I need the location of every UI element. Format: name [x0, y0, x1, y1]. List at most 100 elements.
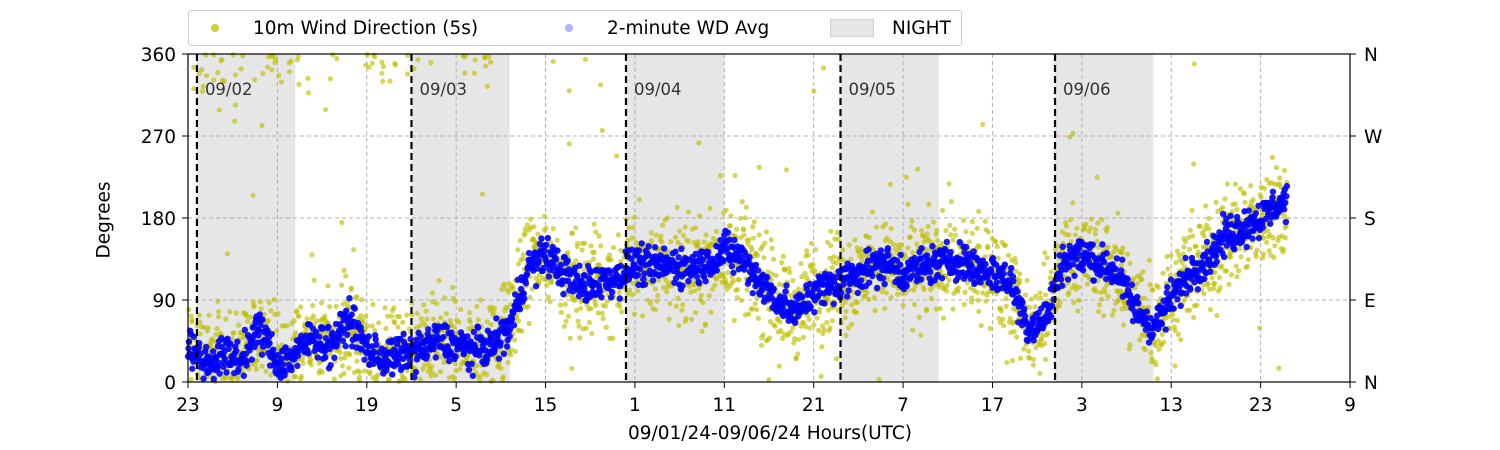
wind-5s-point: [1000, 316, 1006, 323]
wind-5s-point: [1174, 317, 1181, 324]
wind-5s-point: [285, 378, 291, 384]
wd-avg-point: [881, 280, 888, 288]
wind-5s-point: [786, 265, 792, 272]
wind-5s-point: [595, 310, 601, 316]
wind-5s-point: [1176, 252, 1182, 258]
wind-5s-point: [687, 284, 693, 290]
wind-5s-point: [467, 319, 473, 325]
wind-5s-point: [543, 225, 549, 231]
wd-avg-point: [607, 294, 615, 301]
wd-avg-point: [977, 279, 984, 286]
wind-5s-point: [598, 243, 604, 249]
wind-5s-point: [964, 280, 971, 286]
wind-5s-point: [1203, 203, 1209, 209]
wind-5s-point: [418, 316, 424, 322]
wind-5s-point: [755, 315, 761, 321]
wind-5s-point: [976, 308, 982, 314]
wind-5s-point: [946, 277, 952, 283]
wind-5s-point: [479, 191, 486, 197]
wind-5s-point: [507, 352, 514, 358]
x-tick-label: 9: [271, 395, 283, 416]
wind-5s-point: [189, 319, 195, 325]
wind-5s-point: [795, 336, 802, 343]
wind-5s-point: [548, 239, 554, 246]
wd-avg-point: [346, 294, 353, 302]
wind-5s-point: [252, 77, 258, 83]
wind-5s-point: [478, 297, 484, 303]
wd-avg-point: [1281, 206, 1288, 213]
wind-5s-point: [201, 324, 207, 331]
x-tick-label: 3: [1076, 395, 1088, 416]
wind-5s-point: [370, 301, 376, 308]
wd-avg-point: [1267, 220, 1274, 227]
wind-5s-point: [214, 326, 220, 332]
wd-avg-point: [791, 319, 799, 327]
wind-5s-point: [512, 348, 519, 354]
wind-5s-point: [814, 315, 820, 321]
wind-5s-point: [812, 246, 819, 253]
wd-avg-point: [1080, 260, 1087, 268]
wd-avg-point: [909, 272, 917, 279]
wind-5s-point: [342, 355, 348, 361]
y-right-tick-label: N: [1364, 373, 1378, 394]
wd-avg-point: [221, 355, 229, 363]
wd-avg-point: [259, 343, 267, 350]
wind-5s-point: [985, 229, 992, 235]
wind-5s-point: [205, 325, 211, 331]
wind-5s-point: [976, 243, 983, 250]
wind-5s-point: [790, 277, 796, 284]
wind-5s-point: [229, 336, 235, 342]
wind-5s-point: [535, 231, 541, 237]
wind-5s-point: [331, 376, 338, 382]
wind-5s-point: [404, 312, 410, 318]
wind-5s-point: [725, 269, 731, 276]
wind-5s-point: [501, 281, 507, 287]
wind-5s-point: [1111, 307, 1117, 313]
wind-5s-point: [591, 221, 597, 227]
x-tick-label: 9: [1344, 395, 1356, 416]
x-tick-label: 7: [897, 395, 909, 416]
wind-5s-point: [577, 305, 584, 312]
wind-5s-point: [232, 72, 239, 78]
wind-5s-point: [639, 313, 646, 319]
wind-5s-point: [536, 278, 542, 284]
wind-5s-point: [1099, 296, 1105, 302]
wd-avg-point: [445, 357, 453, 365]
wind-5s-point: [630, 224, 636, 230]
wind-5s-point: [579, 247, 585, 253]
wind-5s-point: [974, 289, 980, 295]
wind-5s-point: [305, 75, 311, 81]
wd-avg-point: [927, 268, 934, 276]
wind-5s-point: [354, 294, 360, 300]
wd-avg-point: [1249, 235, 1256, 242]
wind-5s-point: [928, 295, 934, 302]
wind-5s-point: [244, 318, 251, 324]
wd-avg-point: [1245, 207, 1253, 214]
wind-5s-point: [1004, 359, 1010, 366]
wind-5s-point: [224, 251, 231, 257]
wind-5s-point: [935, 238, 941, 244]
wd-avg-point: [685, 277, 692, 285]
wd-avg-point: [1207, 268, 1214, 275]
wind-5s-point: [215, 298, 221, 304]
wind-5s-point: [269, 67, 275, 73]
wind-5s-point: [829, 264, 835, 271]
wind-5s-point: [1253, 254, 1259, 260]
wind-5s-point: [569, 230, 576, 236]
wind-5s-point: [531, 224, 537, 230]
wind-5s-point: [921, 286, 927, 293]
wind-5s-point: [617, 303, 623, 310]
wd-avg-point: [699, 256, 707, 264]
wind-5s-point: [215, 69, 221, 76]
wind-5s-point: [773, 272, 779, 279]
wd-avg-point: [1119, 256, 1126, 263]
wd-avg-point: [1182, 290, 1190, 297]
wind-5s-point: [294, 308, 300, 314]
wind-5s-point: [777, 319, 783, 325]
wind-5s-point: [1148, 350, 1154, 356]
wind-5s-point: [1104, 224, 1111, 230]
wd-avg-point: [720, 258, 727, 265]
wind-5s-point: [969, 230, 975, 236]
wind-5s-point: [472, 57, 478, 63]
wd-avg-point: [351, 305, 358, 312]
